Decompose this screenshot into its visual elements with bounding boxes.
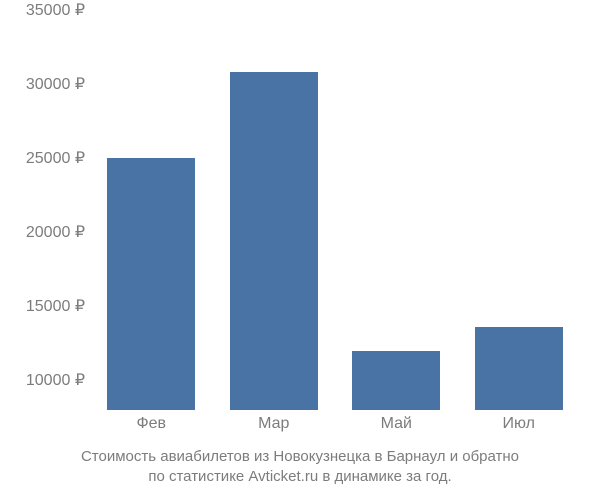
y-tick-label: 10000 ₽: [26, 370, 85, 390]
price-chart: 10000 ₽ 15000 ₽ 20000 ₽ 25000 ₽ 30000 ₽ 35000…: [0, 0, 600, 500]
plot-area: [90, 10, 580, 410]
y-tick-label: 15000 ₽: [26, 296, 85, 316]
y-tick-label: 30000 ₽: [26, 74, 85, 94]
x-tick-label: Май: [381, 415, 412, 433]
x-tick-label: Фев: [136, 415, 166, 433]
y-tick-label: 25000 ₽: [26, 148, 85, 168]
y-tick-label: 35000 ₽: [26, 0, 85, 20]
bar: [352, 351, 440, 410]
chart-caption: Стоимость авиабилетов из Новокузнецка в …: [0, 447, 600, 488]
caption-line-2: по статистике Avticket.ru в динамике за …: [148, 468, 451, 485]
bar: [475, 327, 563, 410]
caption-line-1: Стоимость авиабилетов из Новокузнецка в …: [81, 448, 519, 465]
y-tick-label: 20000 ₽: [26, 222, 85, 242]
bar: [107, 158, 195, 410]
x-tick-label: Июл: [503, 415, 535, 433]
bar: [230, 72, 318, 410]
x-tick-label: Мар: [258, 415, 289, 433]
